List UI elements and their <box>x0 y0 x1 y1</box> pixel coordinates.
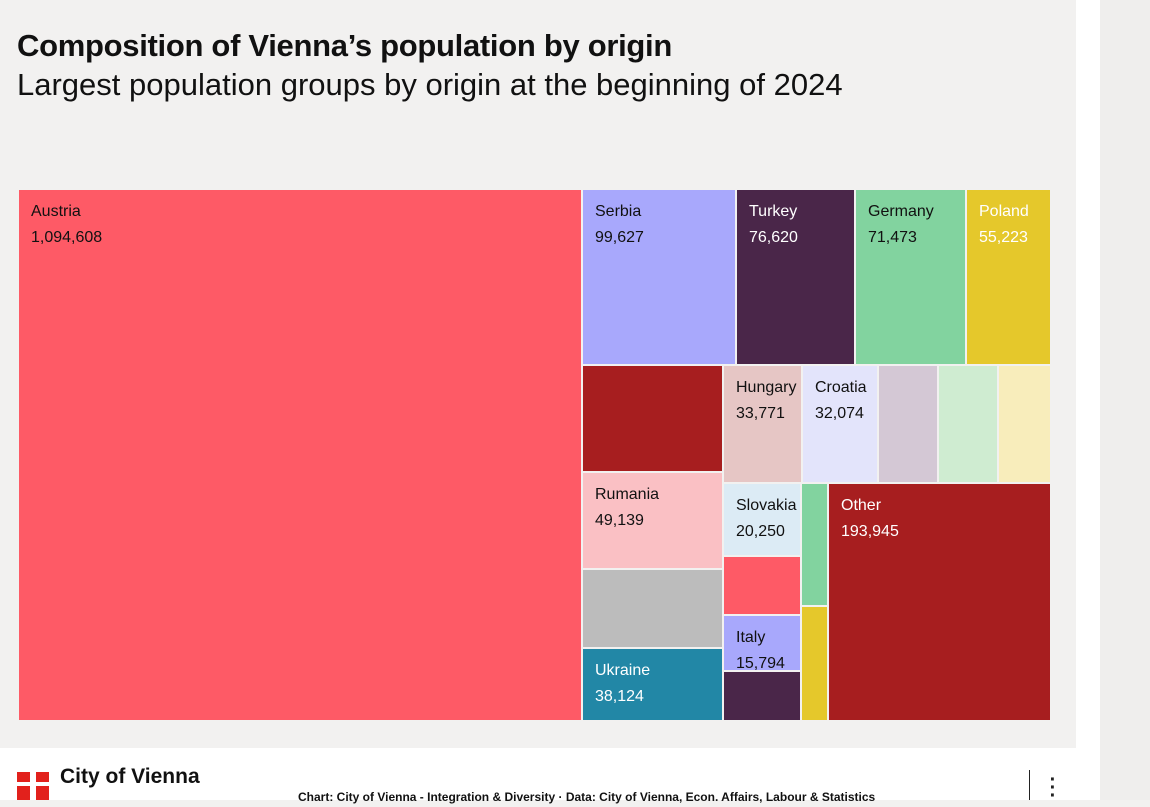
cell-label-hungary: Hungary <box>736 379 796 396</box>
vienna-flag-logo-icon <box>17 772 49 800</box>
cell-label-croatia: Croatia <box>815 379 867 396</box>
cell-label-ukraine: Ukraine <box>595 662 650 679</box>
treemap-cell-rumania[interactable] <box>583 473 722 568</box>
treemap-cell-turkey[interactable] <box>737 190 854 364</box>
cell-label-poland: Poland <box>979 203 1029 220</box>
treemap-cell-unlabeled[interactable] <box>583 570 722 647</box>
chart-title: Composition of Vienna’s population by or… <box>17 28 673 63</box>
treemap-cell-croatia[interactable] <box>803 366 877 482</box>
treemap-cell-unlabeled[interactable] <box>583 366 722 471</box>
cell-value-rumania: 49,139 <box>595 512 644 529</box>
cell-value-other: 193,945 <box>841 523 899 540</box>
treemap-cell-serbia[interactable] <box>583 190 735 364</box>
treemap-cell-hungary[interactable] <box>724 366 801 482</box>
treemap-cell-unlabeled[interactable] <box>802 607 827 720</box>
cell-label-other: Other <box>841 497 882 514</box>
treemap-cell-unlabeled[interactable] <box>939 366 997 482</box>
treemap-cell-unlabeled[interactable] <box>802 484 827 605</box>
cell-value-austria: 1,094,608 <box>31 229 102 246</box>
source-credit: Chart: City of Vienna - Integration & Di… <box>298 790 876 804</box>
cell-label-rumania: Rumania <box>595 486 659 503</box>
cell-value-turkey: 76,620 <box>749 229 798 246</box>
treemap-cell-ukraine[interactable] <box>583 649 722 720</box>
treemap-cell-poland[interactable] <box>967 190 1050 364</box>
cell-value-italy: 15,794 <box>736 655 785 672</box>
treemap-cell-italy[interactable] <box>724 616 800 670</box>
page-gutter <box>1076 0 1100 800</box>
cell-value-slovakia: 20,250 <box>736 523 785 540</box>
cell-value-ukraine: 38,124 <box>595 688 644 705</box>
cell-label-italy: Italy <box>736 629 765 646</box>
chart-subtitle: Largest population groups by origin at t… <box>17 67 843 102</box>
treemap-chart: Austria 1,094,608 Serbia 99,627 Turkey 76,620… <box>19 190 1050 720</box>
chart-area: Composition of Vienna’s population by or… <box>17 28 1050 720</box>
treemap-cell-slovakia[interactable] <box>724 484 800 555</box>
footer-divider <box>1029 770 1030 800</box>
cell-value-serbia: 99,627 <box>595 229 644 246</box>
treemap-cell-other[interactable] <box>829 484 1050 720</box>
cell-label-serbia: Serbia <box>595 203 641 220</box>
treemap-cell-germany[interactable] <box>856 190 965 364</box>
treemap-cell-unlabeled[interactable] <box>879 366 937 482</box>
cell-value-croatia: 32,074 <box>815 405 864 422</box>
treemap-cell-austria[interactable] <box>19 190 581 720</box>
cell-label-slovakia: Slovakia <box>736 497 797 514</box>
more-vertical-icon[interactable]: · · · <box>1049 769 1057 807</box>
cell-label-turkey: Turkey <box>749 203 797 220</box>
cell-label-austria: Austria <box>31 203 81 220</box>
cell-value-poland: 55,223 <box>979 229 1028 246</box>
footer <box>0 748 1076 800</box>
logo-text: City of Vienna <box>60 765 200 788</box>
treemap-cell-unlabeled[interactable] <box>999 366 1050 482</box>
treemap-cell-unlabeled[interactable] <box>724 672 800 720</box>
cell-value-germany: 71,473 <box>868 229 917 246</box>
treemap-cell-unlabeled[interactable] <box>724 557 800 614</box>
scroll-strip <box>1100 0 1150 800</box>
cell-label-germany: Germany <box>868 203 934 220</box>
cell-value-hungary: 33,771 <box>736 405 785 422</box>
